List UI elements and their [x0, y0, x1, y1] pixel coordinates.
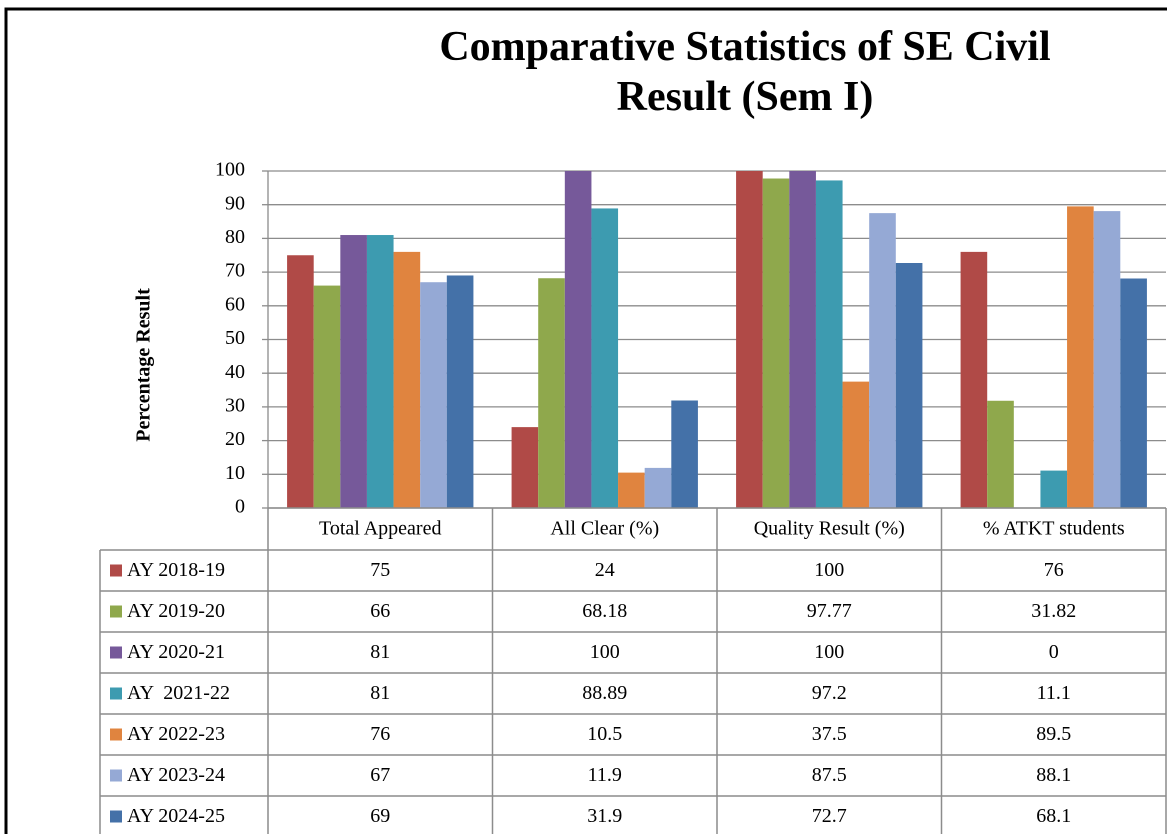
bar [591, 208, 619, 508]
table-value: 11.1 [1037, 682, 1071, 704]
bar [313, 285, 341, 508]
table-value: 72.7 [812, 805, 847, 827]
table-value: 24 [595, 559, 615, 581]
legend-label: AY 2019-20 [127, 600, 225, 622]
table-value: 69 [370, 805, 390, 827]
bar [340, 235, 367, 508]
bar [842, 381, 870, 508]
legend-label: AY 2018-19 [127, 559, 225, 581]
bar [644, 467, 672, 508]
bar [446, 275, 474, 508]
bar [987, 400, 1014, 508]
bar [538, 278, 565, 508]
table-value: 97.77 [807, 600, 852, 622]
table-value: 68.18 [582, 600, 627, 622]
bar [895, 263, 923, 508]
table-value: 11.9 [588, 764, 622, 786]
bar [393, 251, 421, 508]
x-tick-label: % ATKT students [983, 518, 1125, 540]
bar [1067, 206, 1094, 508]
table-value: 76 [370, 723, 390, 745]
bar [789, 171, 816, 508]
table-value: 37.5 [812, 723, 847, 745]
bar [564, 171, 592, 508]
legend-swatch [110, 605, 122, 618]
bar [736, 171, 763, 508]
table-value: 10.5 [587, 723, 622, 745]
legend-swatch [110, 687, 122, 700]
table-value: 67 [370, 764, 390, 786]
table-value: 88.89 [582, 682, 627, 704]
bar [618, 472, 645, 508]
table-value: 68.1 [1036, 805, 1071, 827]
bar [287, 255, 314, 508]
y-tick-label: 30 [225, 394, 245, 416]
bar [1040, 470, 1068, 508]
y-tick-label: 20 [225, 428, 245, 450]
legend-label: AY 2023-24 [127, 764, 225, 786]
y-tick-label: 60 [225, 293, 245, 315]
bar [366, 235, 394, 508]
legend-swatch [110, 646, 122, 659]
table-value: 100 [814, 641, 844, 663]
legend-label: AY 2024-25 [127, 805, 225, 827]
legend-label: AY 2020-21 [127, 641, 225, 663]
table-value: 75 [370, 559, 390, 581]
table-value: 0 [1049, 641, 1059, 663]
legend-swatch [110, 728, 122, 741]
bar [671, 400, 698, 508]
x-tick-label: All Clear (%) [550, 518, 659, 540]
table-value: 81 [370, 682, 390, 704]
frame [4, 7, 1167, 834]
chart-title: Comparative Statistics of SE Civil Resul… [439, 24, 1051, 120]
legend-swatch [110, 769, 122, 782]
bar [762, 178, 790, 508]
x-tick-label: Quality Result (%) [754, 518, 905, 540]
x-tick-label: Total Appeared [319, 518, 441, 540]
legend-swatch [110, 564, 122, 577]
y-tick-label: 100 [215, 159, 245, 181]
table-value: 31.9 [587, 805, 622, 827]
table-value: 100 [590, 641, 620, 663]
bar [420, 282, 447, 508]
bar [815, 180, 843, 508]
table-value: 88.1 [1036, 764, 1071, 786]
legend-label: AY 2021-22 [127, 682, 230, 704]
table-value: 87.5 [812, 764, 847, 786]
y-tick-label: 80 [225, 226, 245, 248]
y-tick-label: 90 [225, 192, 245, 214]
y-tick-label: 10 [225, 462, 245, 484]
legend-swatch [110, 810, 122, 823]
bar [960, 251, 988, 508]
bar [1093, 211, 1121, 508]
y-tick-label: 0 [235, 496, 245, 518]
legend-label: AY 2022-23 [127, 723, 225, 745]
bar [1120, 278, 1147, 508]
y-axis-title: Percentage Result [133, 288, 155, 442]
bar [869, 213, 896, 508]
table-value: 89.5 [1036, 723, 1071, 745]
table-value: 76 [1044, 559, 1064, 581]
y-tick-label: 50 [225, 327, 245, 349]
table-value: 31.82 [1031, 600, 1076, 622]
table-value: 66 [370, 600, 390, 622]
y-tick-label: 70 [225, 260, 245, 282]
table-value: 100 [814, 559, 844, 581]
table-value: 97.2 [812, 682, 847, 704]
table-value: 81 [370, 641, 390, 663]
y-tick-label: 40 [225, 361, 245, 383]
bar [511, 427, 539, 508]
